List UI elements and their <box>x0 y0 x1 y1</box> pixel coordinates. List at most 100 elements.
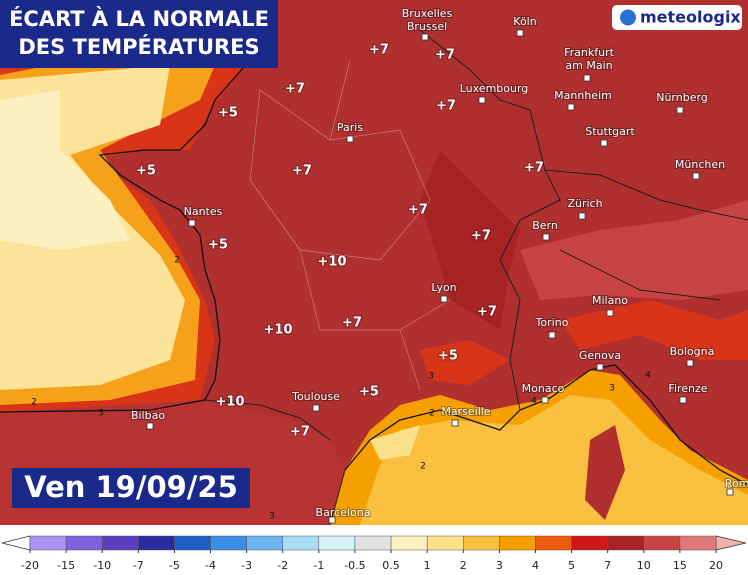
colorbar-tick-label: -5 <box>169 559 180 572</box>
colorbar-segment <box>426 535 464 551</box>
city-marker <box>726 488 734 496</box>
anomaly-label: +5 <box>136 164 156 179</box>
city-label: Stuttgart <box>585 125 635 138</box>
contour-label: 3 <box>609 384 615 394</box>
warm-core <box>420 150 520 330</box>
anomaly-label: +5 <box>218 106 238 121</box>
colorbar-tick-label: -2 <box>277 559 288 572</box>
colorbar-tick-label: -0.5 <box>344 559 365 572</box>
city-label: Torino <box>535 316 569 329</box>
title-box <box>0 0 278 68</box>
anomaly-label: +5 <box>208 238 228 253</box>
colorbar-segment <box>318 535 356 551</box>
colorbar-segment <box>571 535 608 551</box>
city-label: Bilbao <box>131 409 165 422</box>
colorbar-segment <box>535 535 572 551</box>
city-label: Toulouse <box>291 390 340 403</box>
anomaly-label: +7 <box>408 203 428 218</box>
contour-label: 4 <box>531 397 537 407</box>
city-label: Genova <box>579 349 621 362</box>
colorbar-segment <box>499 535 536 551</box>
colorbar-tick-label: 15 <box>673 559 687 572</box>
colorbar-segment <box>390 535 428 551</box>
city-marker <box>516 29 524 37</box>
anomaly-label: +7 <box>292 164 312 179</box>
colorbar-tick-label: 5 <box>568 559 575 572</box>
colorbar-tick-label: -7 <box>133 559 144 572</box>
colorbar-tick-label: 7 <box>604 559 611 572</box>
contour-label: 3 <box>98 409 104 419</box>
colorbar-segment <box>65 535 103 551</box>
logo-box <box>612 5 742 30</box>
anomaly-label: +7 <box>435 48 455 63</box>
colorbar-tick-label: -10 <box>93 559 111 572</box>
city-marker <box>686 359 694 367</box>
colorbar-segment <box>246 535 283 551</box>
city-label: Bern <box>532 219 558 232</box>
city-label: Frankfurt <box>564 46 614 59</box>
city-label: Paris <box>337 121 363 134</box>
colorbar-tick-label: 1 <box>424 559 431 572</box>
city-marker <box>346 135 354 143</box>
city-marker <box>541 396 549 404</box>
anomaly-label: +7 <box>369 43 389 58</box>
colorbar-segment <box>463 535 500 551</box>
title: DES TEMPÉRATURES <box>18 34 259 59</box>
colorbar-tick-label: 2 <box>460 559 467 572</box>
city-marker <box>567 103 575 111</box>
city-marker <box>440 295 448 303</box>
date-box <box>12 468 250 508</box>
city-label: Zürich <box>567 197 602 210</box>
contour-label: 4 <box>645 371 651 381</box>
coastline <box>344 364 748 486</box>
city-marker <box>542 233 550 241</box>
city-marker <box>692 172 700 180</box>
city-marker <box>328 516 336 524</box>
med-pale <box>370 425 420 460</box>
contour-label: 2 <box>31 398 37 408</box>
anomaly-label: +10 <box>318 255 347 270</box>
city-marker <box>146 422 154 430</box>
city-label: Marseille <box>441 405 490 418</box>
anomaly-label: +7 <box>477 305 497 320</box>
colorbar-segment <box>679 535 717 551</box>
city-label: Rom <box>725 477 748 490</box>
colorbar-tick-label: -15 <box>57 559 75 572</box>
colorbar-segment <box>101 535 139 551</box>
colorbar-tick-label: -20 <box>21 559 39 572</box>
logo-icon <box>620 9 636 26</box>
city-label: Monaco <box>522 382 565 395</box>
colorbar-segment <box>643 535 681 551</box>
city-marker <box>312 404 320 412</box>
city-marker <box>578 212 586 220</box>
anomaly-label: +5 <box>438 349 458 364</box>
colorbar-tick-label: -4 <box>205 559 216 572</box>
city-marker <box>596 363 604 371</box>
contour-label: 2 <box>420 462 426 472</box>
contour-label: 3 <box>428 372 434 382</box>
anomaly-label: +7 <box>290 425 310 440</box>
city-label: Brussel <box>407 20 447 33</box>
sea-pale <box>0 90 130 250</box>
colorbar-segment <box>174 535 211 551</box>
city-label: Lyon <box>431 281 456 294</box>
contour-label: 2 <box>174 256 180 266</box>
city-label: Milano <box>592 294 628 307</box>
city-marker <box>679 396 687 404</box>
med-yellow <box>360 395 748 525</box>
provence <box>420 340 510 385</box>
city-label: Barcelona <box>316 506 371 519</box>
anomaly-label: +7 <box>436 99 456 114</box>
colorbar-tick-label: -1 <box>313 559 324 572</box>
city-marker <box>451 419 459 427</box>
city-label: Mannheim <box>554 89 612 102</box>
anomaly-label: +10 <box>264 323 293 338</box>
city-label: Firenze <box>668 382 707 395</box>
anomaly-label: +10 <box>216 395 245 410</box>
contour-label: 2 <box>429 409 435 419</box>
city-label: München <box>675 158 725 171</box>
colorbar-tick-label: 3 <box>496 559 503 572</box>
alps <box>520 200 748 300</box>
